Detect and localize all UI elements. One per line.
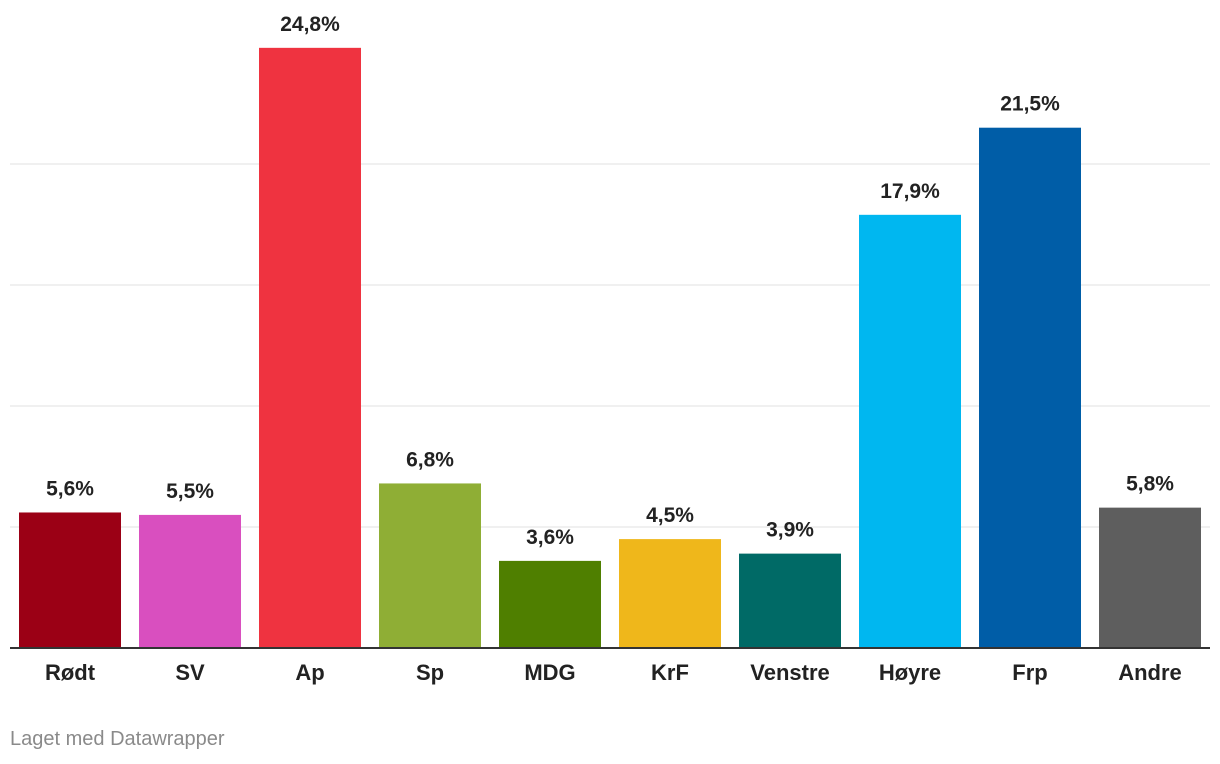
category-label: Sp (416, 660, 444, 685)
value-label: 5,8% (1126, 473, 1174, 496)
category-labels: Rødt SV Ap Sp MDG KrF Venstre Høyre Frp Andre (45, 660, 1182, 685)
category-label: Rødt (45, 660, 96, 685)
value-labels: 5,6% 5,5% 24,8% 6,8% 3,6% 4,5% 3,9% 17,9% 21,5% 5… (46, 13, 1174, 549)
value-label: 4,5% (646, 504, 694, 527)
value-label: 5,5% (166, 480, 214, 503)
bar-krf[interactable] (619, 539, 721, 648)
category-label: Høyre (879, 660, 941, 685)
bar-frp[interactable] (979, 127, 1081, 648)
category-label: Andre (1118, 660, 1182, 685)
value-label: 6,8% (406, 448, 454, 471)
category-label: Venstre (750, 660, 830, 685)
category-label: MDG (524, 660, 575, 685)
bar-ap[interactable] (259, 47, 361, 648)
value-label: 21,5% (1000, 93, 1060, 116)
value-label: 17,9% (880, 180, 940, 203)
bar-sp[interactable] (379, 483, 481, 648)
bar-rødt[interactable] (19, 512, 121, 648)
bar-andre[interactable] (1099, 507, 1201, 648)
value-label: 24,8% (280, 13, 340, 36)
bar-høyre[interactable] (859, 214, 961, 648)
category-label: Frp (1012, 660, 1047, 685)
category-label: KrF (651, 660, 689, 685)
datawrapper-credit[interactable]: Laget med Datawrapper (10, 728, 225, 750)
bars (19, 47, 1201, 648)
bar-sv[interactable] (139, 514, 241, 648)
bar-venstre[interactable] (739, 553, 841, 648)
value-label: 3,9% (766, 519, 814, 542)
bar-mdg[interactable] (499, 560, 601, 648)
value-label: 3,6% (526, 526, 574, 549)
value-label: 5,6% (46, 477, 94, 500)
category-label: Ap (295, 660, 324, 685)
category-label: SV (175, 660, 205, 685)
